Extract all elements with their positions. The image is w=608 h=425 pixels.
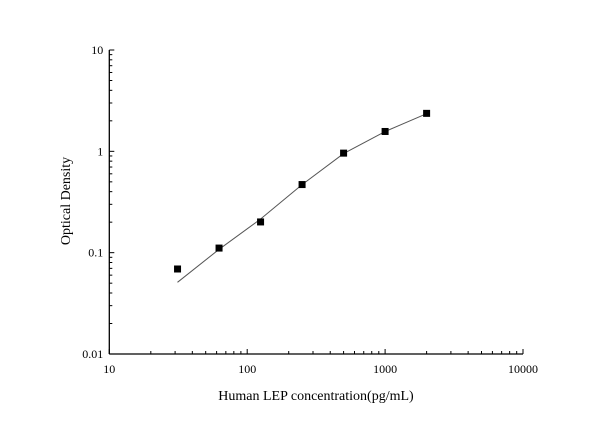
data-point (340, 149, 348, 157)
y-tick-label: 10 (91, 43, 103, 57)
data-point (215, 244, 223, 252)
x-tick-label: 100 (238, 362, 256, 376)
x-tick-label: 10 (103, 362, 115, 376)
x-tick-labels: 10 100 1000 10000 (103, 362, 538, 376)
data-point (257, 218, 265, 226)
data-point (423, 109, 431, 117)
y-tick-label: 0.1 (88, 246, 103, 260)
data-point (298, 181, 306, 189)
y-tick-label: 1 (97, 144, 103, 158)
x-axis-title: Human LEP concentration(pg/mL) (218, 389, 414, 404)
y-axis-title: Optical Density (59, 157, 74, 245)
y-tick-label: 0.01 (82, 347, 103, 361)
data-point (174, 265, 182, 273)
y-tick-labels: 0.01 0.1 1 10 (82, 43, 103, 361)
data-points (174, 109, 431, 273)
x-tick-label: 10000 (508, 362, 538, 376)
axes (108, 49, 524, 355)
data-point (381, 127, 389, 135)
x-tick-label: 1000 (373, 362, 397, 376)
fit-curve (177, 113, 427, 283)
